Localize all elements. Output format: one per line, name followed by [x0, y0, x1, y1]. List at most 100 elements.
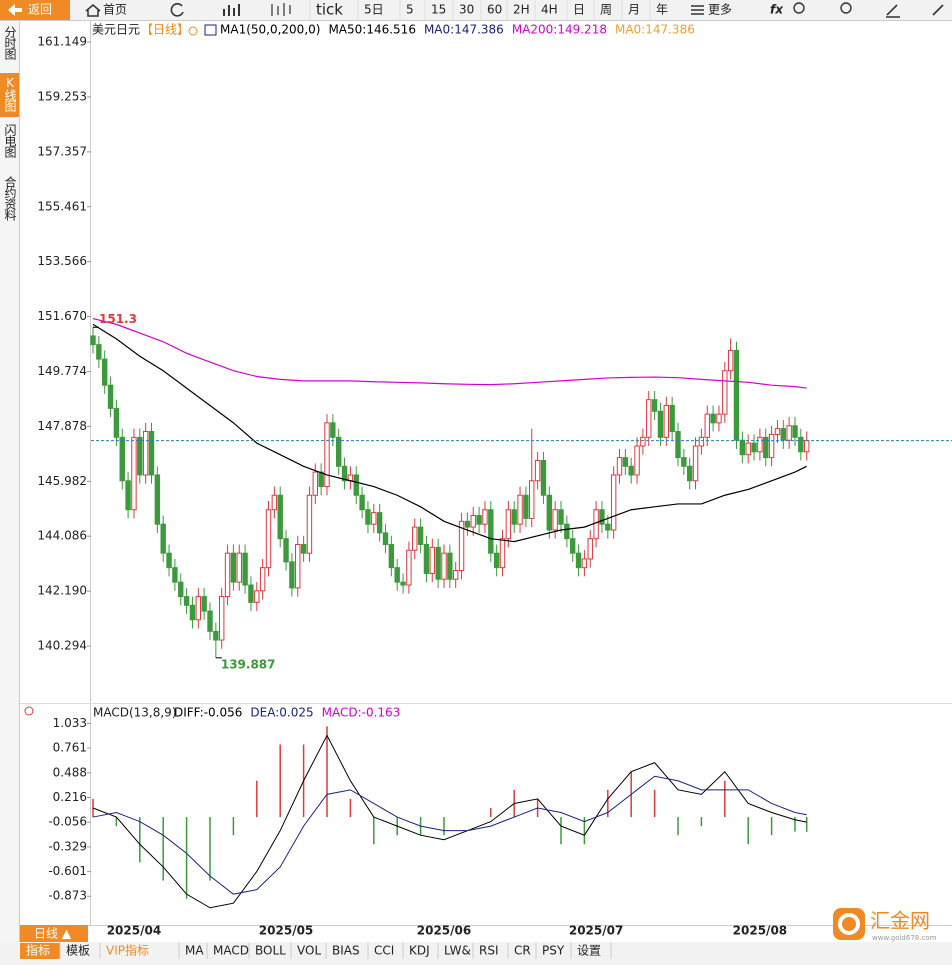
ma-icon[interactable] — [204, 24, 217, 36]
candle-body — [119, 436, 125, 482]
zoom-in[interactable] — [840, 2, 852, 14]
y-tick-label: 161.149 — [37, 35, 87, 49]
draw-icon-2[interactable] — [932, 4, 944, 16]
indicator-tab[interactable]: BOLL — [255, 944, 286, 958]
more-button[interactable]: 更多 — [708, 3, 732, 17]
period-button[interactable] — [20, 925, 88, 942]
indicator-tab[interactable]: 模板 — [66, 944, 90, 958]
period-button[interactable]: 年 — [656, 3, 668, 17]
candle-body — [172, 567, 178, 583]
candle-body — [692, 445, 699, 482]
candle-body — [353, 474, 359, 496]
side-tab[interactable]: 闪电图 — [3, 124, 17, 158]
indicator-tab[interactable]: VOL — [297, 944, 321, 958]
indicator-tab[interactable]: LW& — [444, 944, 471, 958]
draw-icon[interactable] — [886, 4, 900, 18]
y-tick-label: 153.566 — [37, 254, 87, 268]
x-tick-label: 2025/06 — [417, 924, 471, 938]
indicator-tab[interactable]: KDJ — [409, 944, 430, 958]
candle-body — [376, 512, 383, 534]
period-button[interactable]: 4H — [541, 3, 558, 17]
x-tick-label: 2025/08 — [733, 924, 787, 938]
y-tick-label: -0.056 — [48, 815, 87, 829]
legend-entry: MA1(50,0,200,0) — [220, 23, 320, 37]
period-button[interactable]: 5 — [406, 3, 414, 17]
side-tab[interactable]: 分时图 — [3, 26, 17, 60]
indicator-tab[interactable]: CR — [514, 944, 531, 958]
candle-body — [476, 515, 482, 525]
candle-body — [312, 471, 319, 496]
indicator-tab[interactable]: BIAS — [332, 944, 360, 958]
y-tick-label: 140.294 — [37, 639, 87, 653]
y-tick-label: -0.601 — [48, 864, 87, 878]
indicator-tab[interactable]: PSY — [542, 944, 565, 958]
candle-icon[interactable] — [271, 3, 291, 16]
candle-body — [102, 358, 108, 386]
period-button[interactable]: 月 — [628, 3, 640, 17]
settings-icon[interactable] — [188, 26, 198, 36]
candle-body — [751, 442, 757, 453]
chart-icon[interactable] — [223, 4, 240, 16]
period-button[interactable]: 2H — [513, 3, 530, 17]
zoom-out[interactable] — [793, 2, 805, 14]
indicator-tab[interactable]: 设置 — [577, 944, 601, 958]
indicator-tab[interactable]: VIP指标 — [106, 943, 149, 958]
indicator-tab[interactable]: 指标 — [26, 943, 50, 958]
indicator-tab[interactable]: CCI — [374, 944, 394, 958]
back-button[interactable] — [0, 0, 70, 20]
period-button[interactable]: 5日 — [364, 3, 384, 17]
refresh-icon[interactable] — [170, 3, 184, 17]
side-tab[interactable]: K线图 — [3, 76, 17, 112]
legend-entry: MA0:147.386 — [615, 23, 695, 37]
candle-body — [464, 520, 471, 528]
fx-button[interactable]: fx — [770, 3, 784, 17]
candle-body — [359, 494, 365, 511]
macd-legend: MACD:-0.163 — [322, 706, 401, 720]
period-button[interactable]: 15 — [431, 3, 446, 17]
dea-line — [92, 775, 807, 895]
y-tick-label: 0.216 — [53, 790, 87, 804]
candle-body — [219, 596, 225, 641]
period-button[interactable]: tick — [316, 1, 343, 19]
candle-body — [768, 433, 775, 459]
y-tick-label: 0.488 — [53, 765, 87, 779]
y-tick-label: 145.982 — [37, 474, 87, 488]
logo-mark — [838, 913, 860, 935]
candle-body — [283, 538, 289, 563]
period-button[interactable]: 日 — [573, 3, 585, 17]
home-label[interactable]: 首页 — [103, 3, 127, 17]
y-tick-label: 155.461 — [37, 199, 87, 213]
candle-body — [224, 552, 231, 598]
candle-body — [622, 457, 629, 467]
low-label: 139.887 — [221, 657, 276, 671]
indicator-tab[interactable]: MA — [185, 944, 204, 958]
candle-body — [786, 425, 792, 441]
candle-body — [242, 552, 248, 586]
candle-body — [628, 465, 634, 476]
candle-body — [400, 581, 406, 586]
candle-body — [646, 399, 652, 438]
indicator-tab[interactable]: RSI — [479, 944, 499, 958]
indicator-tab[interactable]: MACD — [213, 944, 249, 958]
macd-icon[interactable] — [24, 706, 34, 716]
candle-body — [605, 523, 611, 531]
period-button-label[interactable]: 日线 ▲ — [34, 927, 72, 941]
period-button[interactable]: 周 — [600, 3, 612, 17]
candle-body — [669, 404, 675, 433]
logo-text: 汇金网 — [870, 909, 930, 933]
period-button[interactable]: 60 — [487, 3, 502, 17]
candle-body — [511, 509, 517, 525]
candle-body — [470, 515, 476, 528]
candle-body — [388, 543, 395, 569]
candle-body — [295, 543, 301, 589]
y-tick-label: 1.033 — [53, 716, 87, 730]
side-tab[interactable]: 合约资料 — [3, 175, 17, 221]
candle-body — [587, 538, 593, 560]
candle-body — [271, 494, 278, 511]
candle-body — [499, 538, 506, 569]
candle-body — [289, 561, 295, 589]
back-label[interactable]: 返回 — [28, 3, 52, 17]
candle-body — [798, 436, 804, 453]
candle-body — [493, 552, 500, 569]
period-button[interactable]: 30 — [459, 3, 474, 17]
